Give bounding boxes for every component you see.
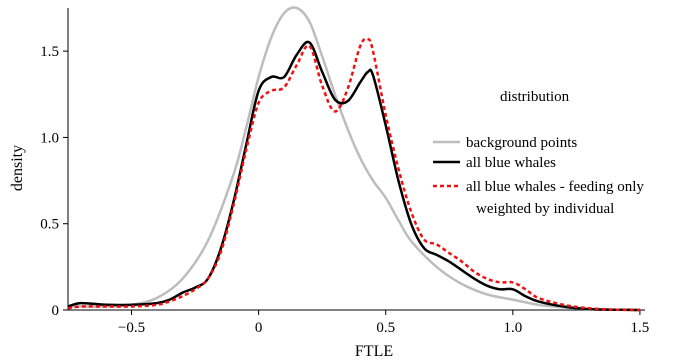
y-tick-label: 0.5 <box>40 217 59 233</box>
series-line-feeding-only <box>67 37 640 312</box>
x-tick-label: 1.5 <box>631 320 650 336</box>
series-line-background-points <box>67 6 640 312</box>
x-tick-label: 0.5 <box>376 320 395 336</box>
y-tick-label: 1.0 <box>40 130 59 146</box>
y-axis-title: density <box>9 145 26 191</box>
x-axis-title: FTLE <box>355 343 393 360</box>
legend-label-feeding-only: all blue whales - feeding only <box>466 179 644 195</box>
x-tick-label: 1.0 <box>503 320 522 336</box>
axes <box>67 8 645 311</box>
legend-label-all-blue-whales: all blue whales <box>466 155 556 171</box>
legend: distribution background points all blue … <box>433 89 644 217</box>
legend-label-weighted-by-individual: weighted by individual <box>476 201 614 217</box>
legend-title: distribution <box>500 89 570 105</box>
y-tick-label: 1.5 <box>40 44 59 60</box>
ticks: −0.5 0 0.5 1.0 1.5 0 0.5 1.0 1.5 <box>40 44 649 336</box>
x-tick-label: 0 <box>255 320 263 336</box>
x-tick-label: −0.5 <box>118 320 145 336</box>
plot-lines <box>67 6 640 312</box>
y-tick-label: 0 <box>52 303 60 319</box>
legend-label-background-points: background points <box>466 135 577 151</box>
series-line-all-blue-whales <box>67 40 640 312</box>
